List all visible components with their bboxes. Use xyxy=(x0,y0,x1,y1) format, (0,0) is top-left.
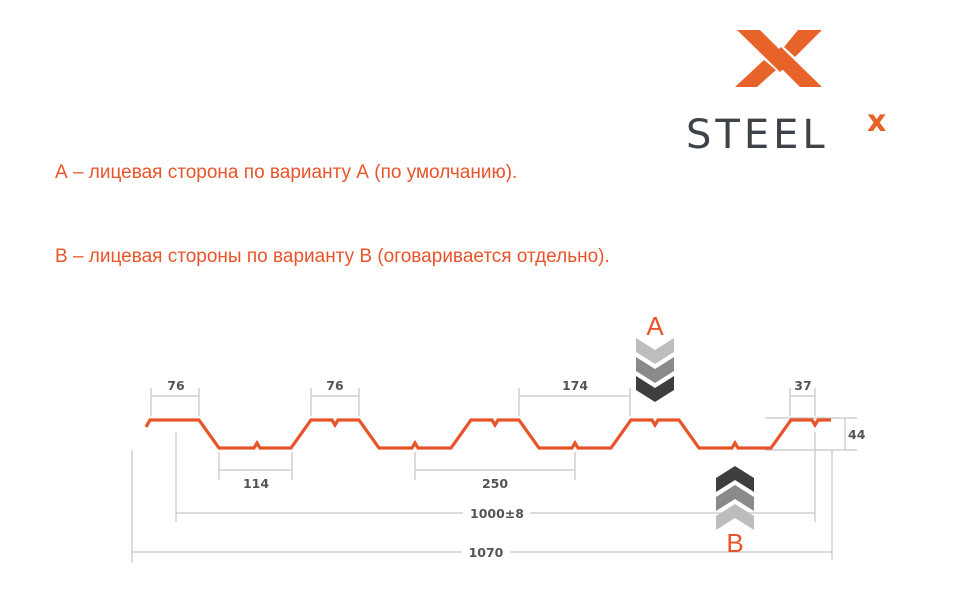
dimension-lines xyxy=(131,388,857,563)
dim-useful-width: 1000±8 xyxy=(470,506,524,521)
note-side-b: В – лицевая стороны по варианту В (огова… xyxy=(55,246,610,267)
dim-pitch: 250 xyxy=(482,476,508,491)
side-a-chevrons-icon xyxy=(636,338,674,402)
dim-top-width-1: 76 xyxy=(167,378,185,393)
side-a-label: A xyxy=(646,311,664,341)
logo-x-mark xyxy=(735,30,822,87)
dim-edge: 37 xyxy=(794,378,811,393)
dim-top-width-2: 76 xyxy=(326,378,344,393)
note-side-a: А – лицевая сторона по варианту А (по ум… xyxy=(55,162,518,183)
dim-total-width: 1070 xyxy=(469,545,504,560)
logo-superscript: x xyxy=(867,104,886,139)
dim-top-gap: 174 xyxy=(562,378,588,393)
steelx-logo: STEEL x xyxy=(686,30,886,158)
side-b-label: B xyxy=(726,528,743,558)
sheet-profile xyxy=(144,418,831,450)
dim-bottom-width: 114 xyxy=(243,476,269,491)
dim-height: 44 xyxy=(848,427,866,442)
logo-text: STEEL xyxy=(686,112,829,158)
side-b-chevrons-icon xyxy=(716,466,754,530)
